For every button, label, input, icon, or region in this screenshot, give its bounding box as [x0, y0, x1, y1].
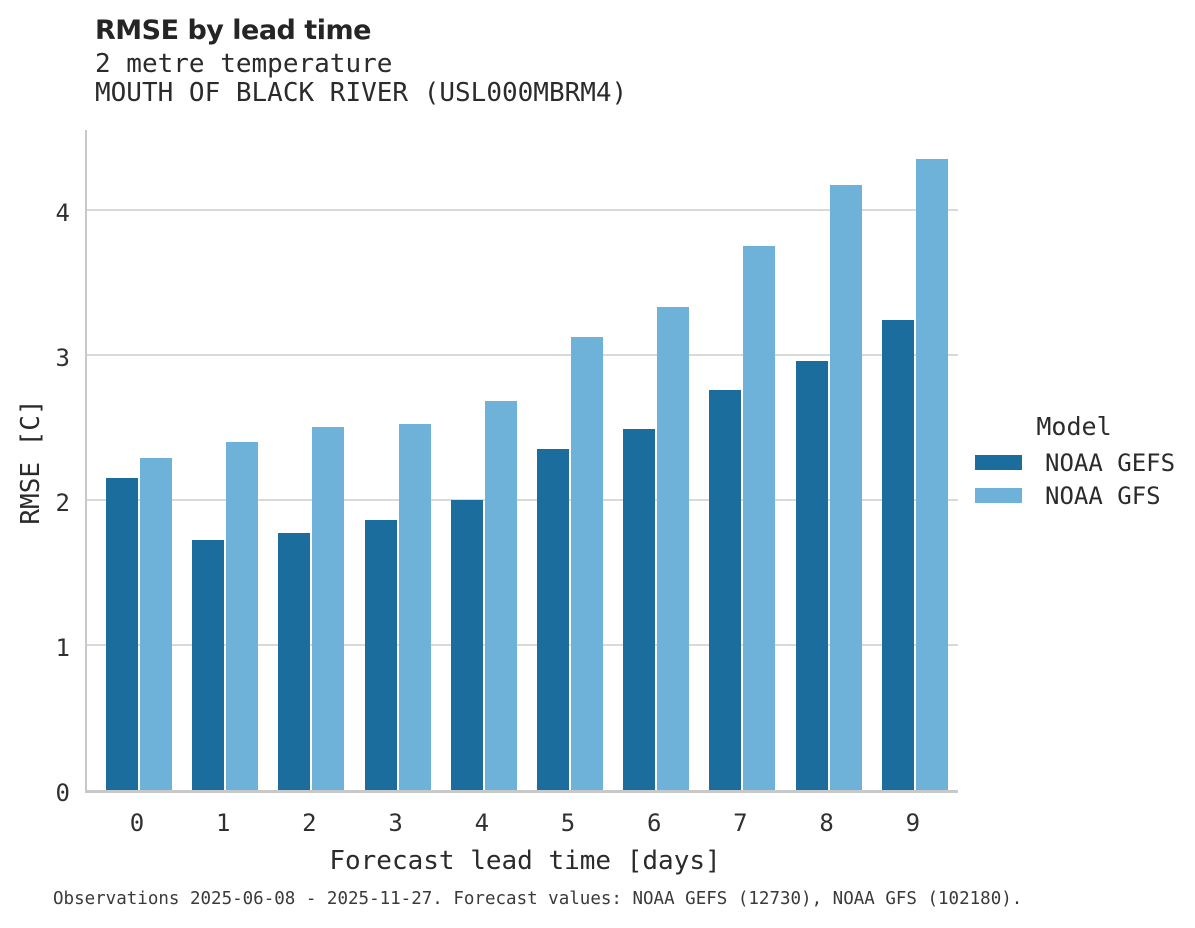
- gridline-y-2: [87, 498, 958, 501]
- bar-noaa-gefs-day-7: [709, 390, 742, 790]
- x-axis-label: Forecast lead time [days]: [329, 846, 721, 876]
- chart-subtitle-variable: 2 metre temperature: [95, 49, 393, 79]
- bar-noaa-gfs-day-0: [140, 458, 172, 790]
- gridline-y-3: [87, 353, 958, 356]
- bar-noaa-gefs-day-1: [192, 540, 225, 790]
- x-tick-label-2: 2: [302, 809, 317, 837]
- legend-entry-noaa-gfs: NOAA GFS: [968, 479, 1180, 512]
- x-tick-label-5: 5: [560, 809, 576, 837]
- bar-noaa-gefs-day-8: [795, 361, 828, 790]
- bar-noaa-gfs-day-6: [657, 307, 690, 790]
- bar-noaa-gfs-day-4: [484, 401, 517, 790]
- y-tick-label-0: 0: [55, 779, 70, 807]
- legend-entry-noaa-gefs: NOAA GEFS: [968, 446, 1180, 479]
- y-axis-label: RMSE [C]: [16, 399, 46, 525]
- bar-noaa-gfs-day-1: [226, 442, 259, 790]
- y-tick-label-1: 1: [55, 633, 70, 662]
- bar-noaa-gefs-day-2: [278, 533, 311, 790]
- legend-swatch-noaa-gfs: [975, 488, 1022, 503]
- x-tick-label-9: 9: [905, 809, 921, 837]
- bar-noaa-gfs-day-5: [571, 337, 603, 790]
- bar-noaa-gfs-day-2: [312, 427, 345, 790]
- y-tick-label-4: 4: [55, 198, 70, 227]
- y-tick-label-3: 3: [55, 343, 70, 372]
- x-tick-label-1: 1: [215, 809, 231, 837]
- x-tick-label-7: 7: [733, 809, 748, 837]
- legend: Model NOAA GEFS NOAA GFS: [968, 412, 1180, 512]
- legend-label-noaa-gefs: NOAA GEFS: [1045, 448, 1176, 477]
- gridline-y-1: [87, 643, 958, 646]
- legend-title: Model: [1036, 412, 1112, 441]
- y-tick-label-2: 2: [55, 488, 70, 517]
- gridline-y-4: [87, 208, 958, 211]
- x-tick-label-4: 4: [474, 809, 490, 837]
- chart-title: RMSE by lead time: [95, 15, 371, 46]
- bar-noaa-gfs-day-8: [829, 185, 862, 790]
- bar-noaa-gefs-day-0: [106, 478, 138, 790]
- legend-label-noaa-gfs: NOAA GFS: [1045, 481, 1161, 510]
- x-tick-label-6: 6: [646, 809, 662, 837]
- x-tick-label-3: 3: [388, 809, 403, 837]
- bar-noaa-gefs-day-4: [450, 500, 483, 790]
- bar-noaa-gefs-day-9: [881, 320, 914, 790]
- bar-noaa-gefs-day-5: [537, 449, 569, 790]
- bar-noaa-gfs-day-3: [398, 424, 431, 790]
- bar-noaa-gfs-day-9: [915, 159, 948, 790]
- bar-noaa-gefs-day-3: [364, 520, 397, 790]
- legend-swatch-noaa-gefs: [975, 455, 1022, 470]
- x-tick-label-0: 0: [129, 809, 145, 837]
- plot-area: [85, 130, 958, 793]
- bar-noaa-gefs-day-6: [623, 429, 656, 790]
- chart-subtitle-station: MOUTH OF BLACK RIVER (USL000MBRM4): [95, 78, 628, 108]
- x-tick-label-8: 8: [819, 809, 834, 837]
- bar-noaa-gfs-day-7: [743, 246, 776, 790]
- footer-caption: Observations 2025-06-08 - 2025-11-27. Fo…: [53, 889, 1023, 909]
